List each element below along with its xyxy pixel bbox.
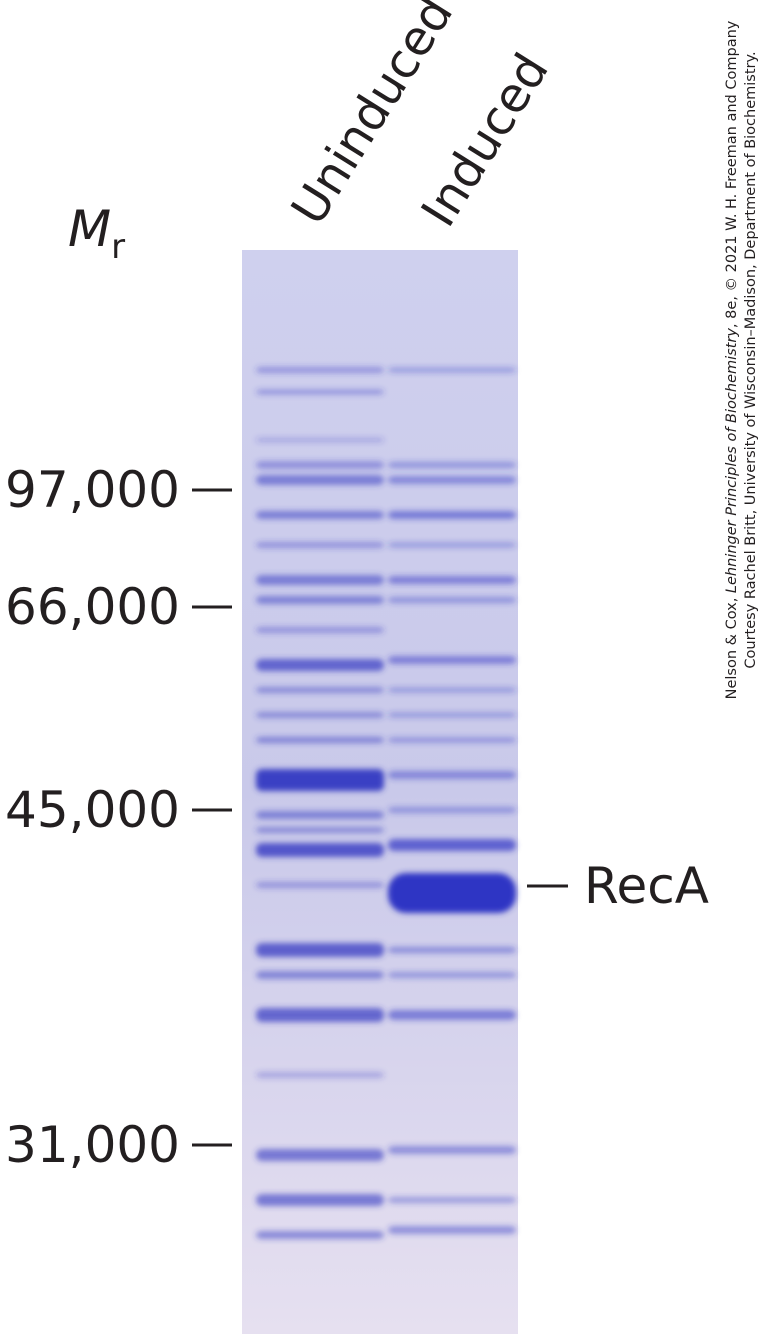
band [388,576,516,584]
band [256,882,384,888]
band [388,476,516,484]
band [388,462,516,468]
band [388,807,516,813]
band [388,687,516,693]
band [388,542,516,548]
band [256,627,384,633]
marker-label: 66,000 [5,578,180,636]
band [388,737,516,743]
gel [242,250,518,1334]
band [256,367,384,373]
band [256,712,384,718]
band [256,971,384,979]
band [256,475,384,485]
band [256,1072,384,1078]
band [388,873,516,913]
axis-label: Mr [68,200,125,267]
band [256,596,384,604]
band [256,1149,384,1161]
band [256,659,384,671]
band [388,972,516,978]
band [388,511,516,519]
lane-label: Induced [411,44,560,236]
band [388,1226,516,1234]
band [388,656,516,664]
band-label: RecA [584,857,709,915]
band [388,597,516,603]
marker-label: 31,000 [5,1116,180,1174]
band [256,737,384,743]
band [388,712,516,718]
band [388,1010,516,1020]
marker-label: 45,000 [5,781,180,839]
band [256,827,384,833]
band [256,843,384,857]
credit-line: Nelson & Cox, Lehninger Principles of Bi… [724,20,740,699]
band [256,811,384,819]
band [256,389,384,395]
band [256,1231,384,1239]
marker-label: 97,000 [5,461,180,519]
band [388,947,516,953]
band [388,1197,516,1203]
band [256,542,384,548]
band [256,1008,384,1022]
band [388,1146,516,1154]
band [388,839,516,851]
gel-bands [256,367,516,1239]
band [256,687,384,693]
credit-line: Courtesy Rachel Britt, University of Wis… [743,51,759,668]
band [256,438,384,442]
band [256,769,384,791]
band [256,575,384,585]
band [256,511,384,519]
band [388,771,516,779]
band [256,1194,384,1206]
band [256,943,384,957]
band [256,461,384,469]
band [388,367,516,373]
